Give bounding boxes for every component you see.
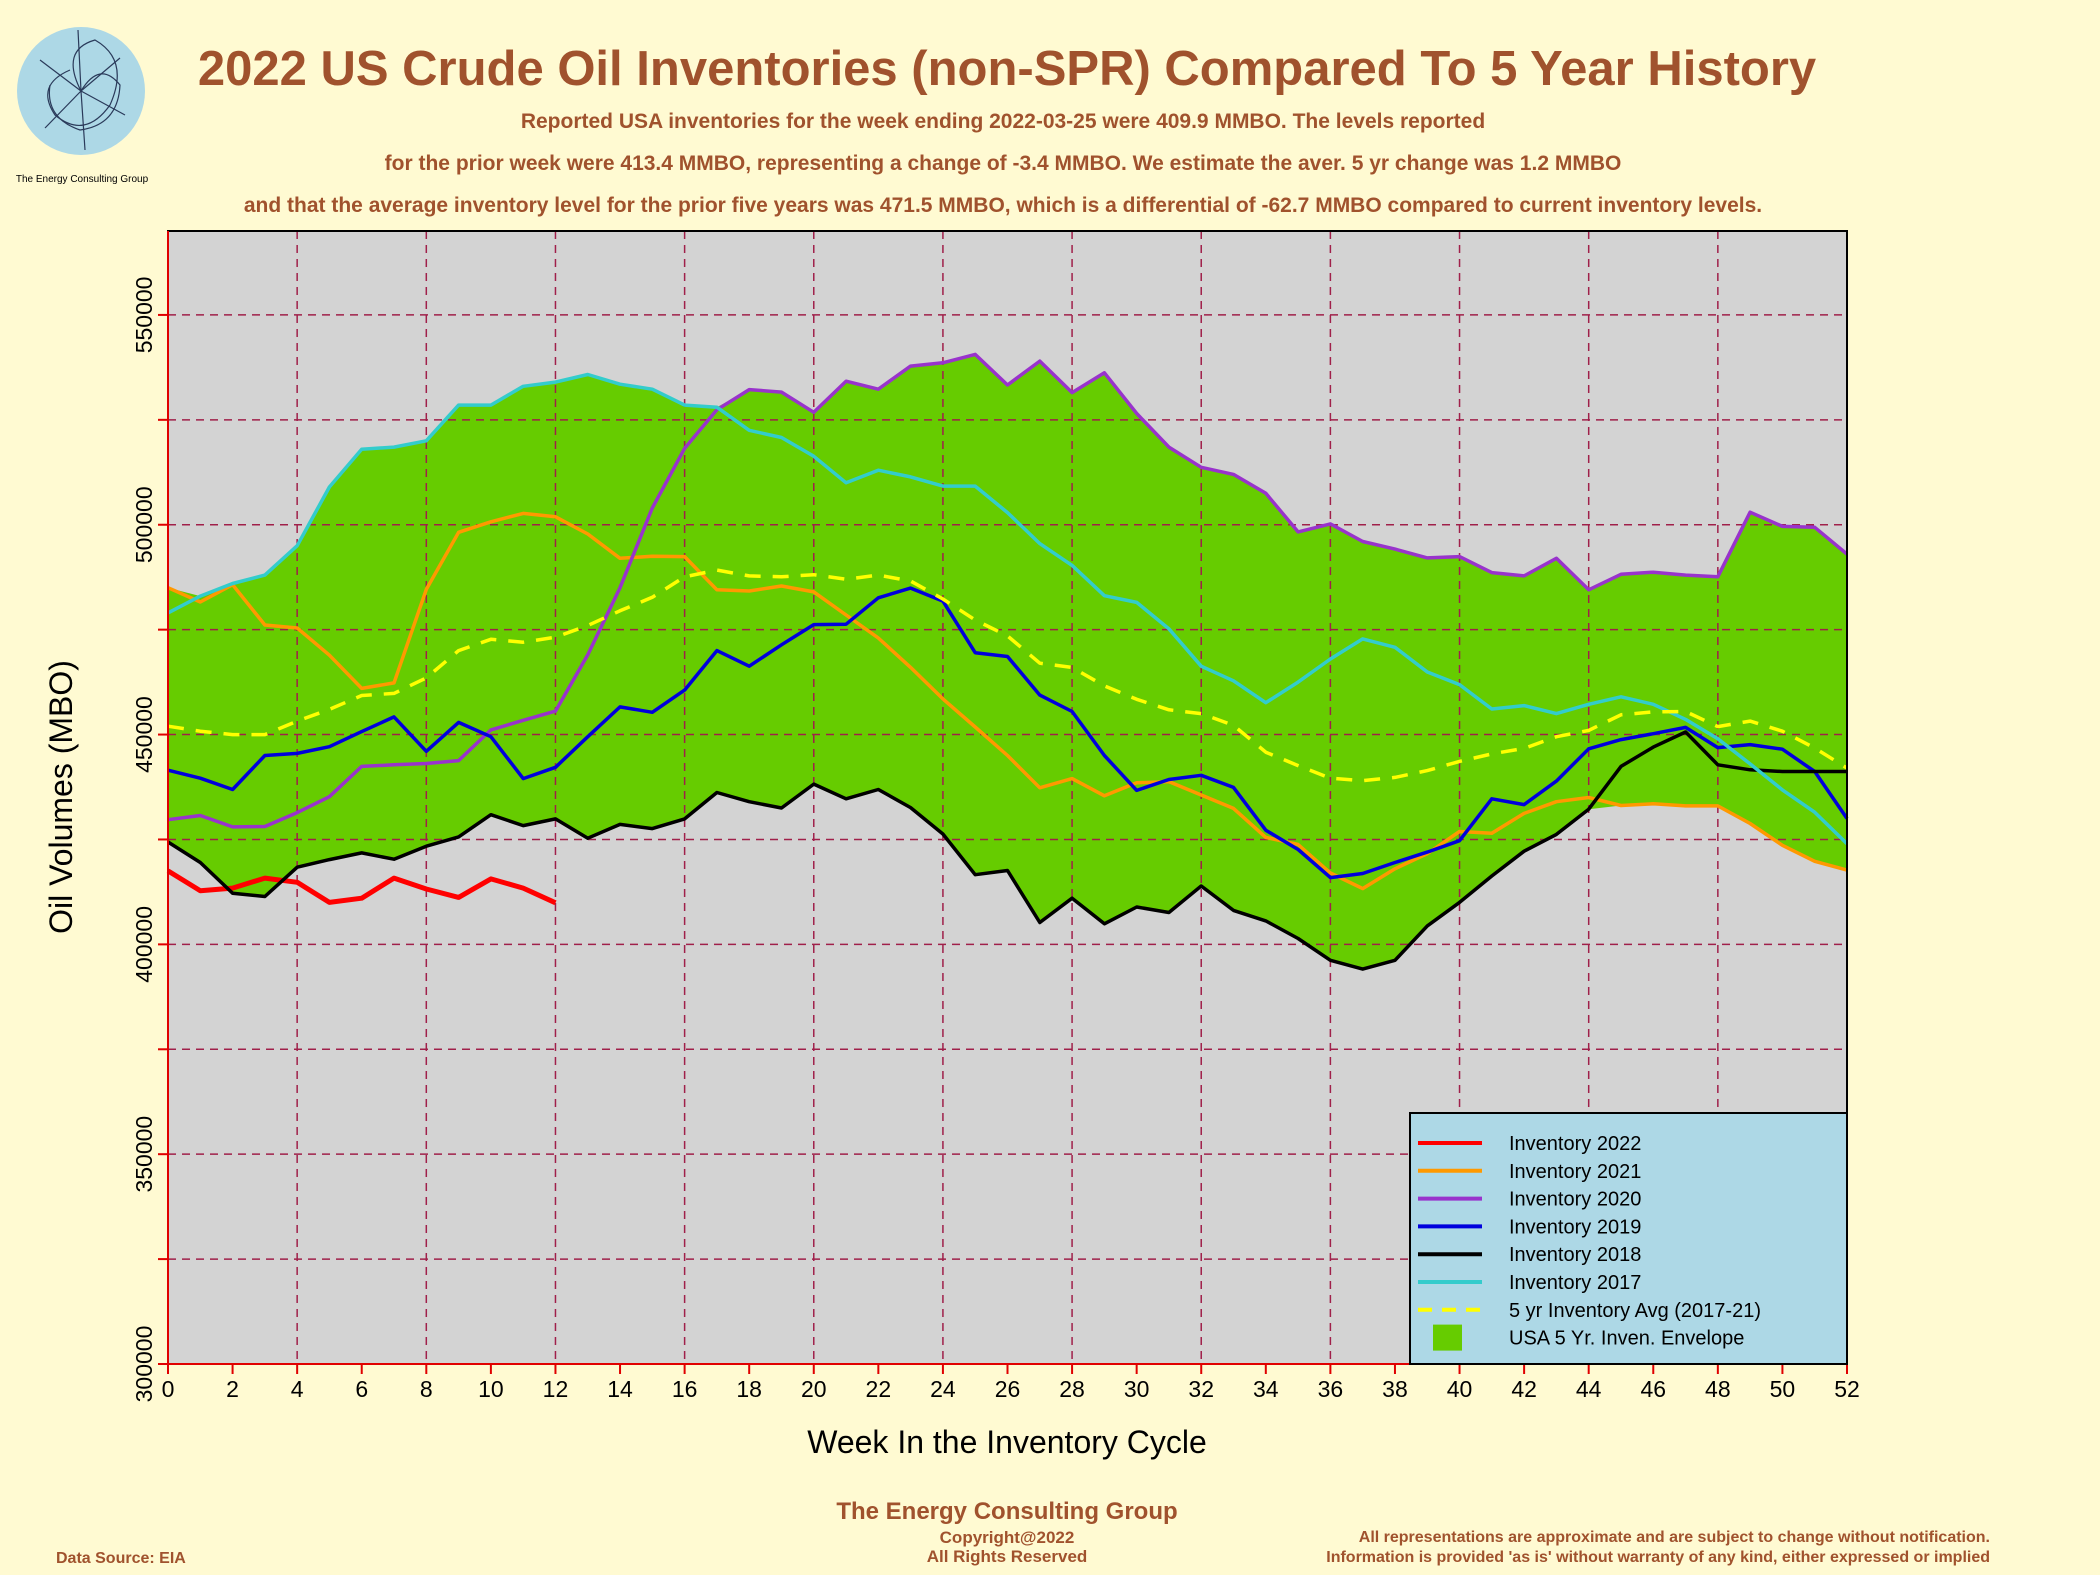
legend-label-inventory-2019: Inventory 2019 [1509, 1216, 1641, 1238]
x-tick-label: 40 [1447, 1376, 1473, 1402]
x-tick-label: 34 [1253, 1376, 1279, 1402]
legend-label-inventory-2017: Inventory 2017 [1509, 1272, 1641, 1294]
logo-swirl-icon [39, 29, 126, 151]
logo: The Energy Consulting Group [16, 27, 149, 185]
y-tick-label: 400000 [131, 906, 157, 983]
x-tick-label: 0 [162, 1376, 175, 1402]
x-tick-label: 46 [1640, 1376, 1666, 1402]
logo-caption: The Energy Consulting Group [16, 174, 149, 185]
x-tick-label: 22 [866, 1376, 892, 1402]
legend-label-inventory-2022: Inventory 2022 [1509, 1133, 1641, 1155]
subtitle-line-2: for the prior week were 413.4 MMBO, repr… [385, 152, 1622, 175]
x-tick-label: 52 [1834, 1376, 1860, 1402]
x-tick-label: 42 [1511, 1376, 1537, 1402]
x-tick-label: 32 [1188, 1376, 1214, 1402]
x-tick-label: 2 [226, 1376, 239, 1402]
legend-label-inventory-2021: Inventory 2021 [1509, 1161, 1641, 1183]
x-tick-label: 12 [543, 1376, 569, 1402]
x-tick-label: 10 [478, 1376, 504, 1402]
y-tick-label: 350000 [131, 1116, 157, 1193]
footer-company: The Energy Consulting Group [836, 1498, 1177, 1525]
x-tick-label: 16 [672, 1376, 698, 1402]
footer-disclaimer-1: All representations are approximate and … [1359, 1529, 1990, 1546]
x-axis-label: Week In the Inventory Cycle [807, 1424, 1207, 1460]
footer-copyright: Copyright@2022 [940, 1528, 1075, 1547]
series-line-inventory-2021 [167, 511, 1848, 891]
y-tick-label: 550000 [131, 277, 157, 354]
x-tick-label: 26 [995, 1376, 1021, 1402]
legend-swatch-envelope [1433, 1324, 1462, 1351]
x-tick-label: 14 [607, 1376, 633, 1402]
chart-title: 2022 US Crude Oil Inventories (non-SPR) … [198, 42, 1816, 96]
legend-label-inventory-2020: Inventory 2020 [1509, 1189, 1641, 1211]
x-tick-label: 24 [930, 1376, 956, 1402]
series-line-inventory-2017 [167, 372, 1849, 845]
y-tick-label: 450000 [131, 696, 157, 773]
envelope-area [168, 354, 1847, 970]
legend-label-5-yr-inventory-avg-2017-21: 5 yr Inventory Avg (2017-21) [1509, 1300, 1761, 1322]
x-tick-label: 20 [801, 1376, 827, 1402]
footer-rights: All Rights Reserved [927, 1547, 1088, 1566]
series-line-inventory-2020 [167, 352, 1849, 829]
legend-box [1409, 1112, 1848, 1365]
series-line-5-yr-inventory-avg-2017-21 [167, 568, 1848, 783]
x-tick-label: 28 [1059, 1376, 1085, 1402]
x-tick-label: 30 [1124, 1376, 1150, 1402]
y-axis-label: Oil Volumes (MBO) [43, 660, 79, 934]
y-tick-label: 500000 [131, 486, 157, 563]
x-tick-label: 8 [420, 1376, 433, 1402]
legend: Inventory 2022 Inventory 2021 Inventory 20… [1409, 1112, 1848, 1365]
legend-label-envelope: USA 5 Yr. Inven. Envelope [1509, 1328, 1744, 1350]
x-tick-label: 36 [1318, 1376, 1344, 1402]
series-line-inventory-2022 [166, 868, 557, 906]
series-line-inventory-2019 [167, 586, 1849, 880]
x-tick-label: 44 [1576, 1376, 1602, 1402]
footer-disclaimer-2: Information is provided 'as is' without … [1326, 1549, 1990, 1566]
x-tick-label: 6 [355, 1376, 368, 1402]
x-tick-label: 50 [1770, 1376, 1796, 1402]
series-line-inventory-2018 [167, 730, 1847, 971]
subtitle-line-1: Reported USA inventories for the week en… [521, 110, 1485, 133]
x-tick-label: 18 [736, 1376, 762, 1402]
footer-source: Data Source: EIA [56, 1550, 186, 1567]
y-tick-label: 300000 [131, 1326, 157, 1403]
x-tick-label: 4 [291, 1376, 304, 1402]
x-tick-label: 38 [1382, 1376, 1408, 1402]
x-tick-label: 48 [1705, 1376, 1731, 1402]
legend-label-inventory-2018: Inventory 2018 [1509, 1244, 1641, 1266]
subtitle-line-3: and that the average inventory level for… [244, 194, 1762, 217]
